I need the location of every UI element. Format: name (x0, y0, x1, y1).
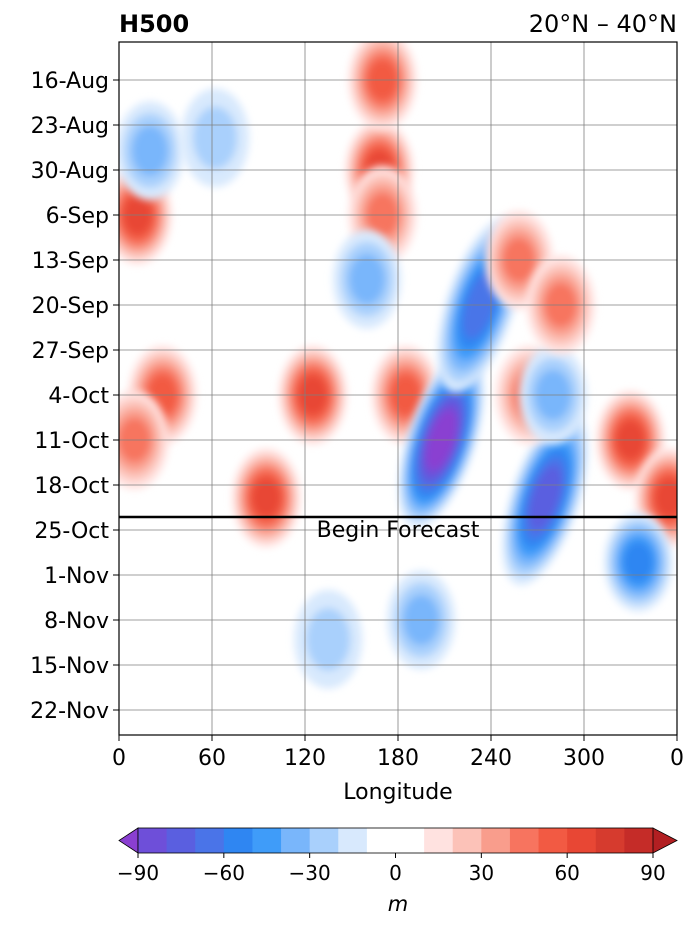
colorbar-tick-label: 60 (554, 861, 579, 885)
y-axis: 16-Aug 23-Aug 30-Aug 6-Sep 13-Sep 20-Sep 27-Se… (30, 69, 119, 724)
colorbar-tick-label: −30 (289, 861, 331, 885)
colorbar-swatch (309, 828, 339, 853)
colorbar-swatch (538, 828, 568, 853)
colorbar-tick-label: −60 (203, 861, 245, 885)
y-tick-label: 4-Oct (48, 384, 109, 409)
anomaly-contour (528, 465, 562, 531)
anomaly-blob (181, 88, 250, 188)
anomaly-contour (655, 478, 677, 517)
anomaly-contour (193, 106, 238, 170)
x-tick-label: 0 (112, 746, 126, 771)
colorbar-swatch (424, 828, 454, 853)
colorbar-tick-label: −90 (117, 861, 159, 885)
colorbar-label: m (388, 892, 408, 916)
x-axis-label: Longitude (343, 780, 452, 805)
x-tick-label: 300 (563, 746, 605, 771)
x-tick-label: 120 (284, 746, 326, 771)
y-tick-label: 23-Aug (31, 114, 109, 139)
anomaly-blob (333, 229, 401, 329)
forecast-start-label: Begin Forecast (317, 518, 480, 543)
y-tick-label: 16-Aug (31, 69, 109, 94)
colorbar-extend-high (652, 827, 678, 854)
x-axis: 0 60 120 180 240 300 0 (112, 735, 684, 771)
anomaly-contour (306, 608, 351, 671)
y-tick-label: 30-Aug (31, 159, 109, 184)
y-tick-label: 1-Nov (44, 564, 109, 589)
y-tick-label: 25-Oct (34, 519, 109, 544)
colorbar-swatch (195, 828, 225, 853)
anomaly-blob (119, 101, 184, 201)
colorbar-swatch (281, 828, 311, 853)
chart-title-right: 20°N – 40°N (529, 10, 677, 38)
colorbar-swatch (166, 828, 196, 853)
chart-title-left: H500 (119, 10, 189, 38)
colorbar-tick-label: 0 (389, 861, 402, 885)
grid-lines (118, 42, 678, 735)
colorbar-extend-low (118, 827, 139, 854)
colorbar-swatch (595, 828, 625, 853)
colorbar-swatch (138, 828, 168, 853)
x-tick-label: 60 (198, 746, 226, 771)
colorbar-swatch (366, 828, 425, 853)
anomaly-contour (349, 254, 385, 305)
x-tick-label: 240 (470, 746, 512, 771)
anomaly-blob (604, 512, 673, 612)
colorbar-swatch (567, 828, 597, 853)
y-tick-label: 22-Nov (30, 699, 109, 724)
anomaly-contour (252, 478, 281, 517)
y-tick-label: 15-Nov (30, 654, 109, 679)
colorbar-swatch (223, 828, 253, 853)
y-tick-label: 13-Sep (32, 249, 109, 274)
y-tick-label: 20-Sep (32, 294, 109, 319)
x-tick-label: 180 (377, 746, 419, 771)
colorbar: −90 −60 −30 0 30 60 90 (117, 827, 678, 885)
colorbar-tick-label: 30 (469, 861, 494, 885)
colorbar-swatch (481, 828, 511, 853)
anomaly-blob (232, 448, 301, 548)
y-tick-label: 27-Sep (32, 339, 109, 364)
anomaly-blob (502, 410, 589, 586)
y-tick-label: 6-Sep (46, 204, 109, 229)
colorbar-swatch (338, 828, 368, 853)
colorbar-swatch (452, 828, 482, 853)
y-tick-label: 8-Nov (44, 609, 109, 634)
y-tick-label: 11-Oct (34, 429, 109, 454)
colorbar-swatch (624, 828, 654, 853)
anomaly-blob (294, 589, 363, 689)
colorbar-swatch (509, 828, 540, 853)
x-tick-label: 0 (670, 746, 684, 771)
colorbar-tick-label: 90 (640, 861, 665, 885)
anomaly-contour (623, 541, 654, 583)
y-tick-label: 18-Oct (34, 474, 109, 499)
colorbar-swatch (252, 828, 282, 853)
anomaly-contour (132, 125, 168, 176)
